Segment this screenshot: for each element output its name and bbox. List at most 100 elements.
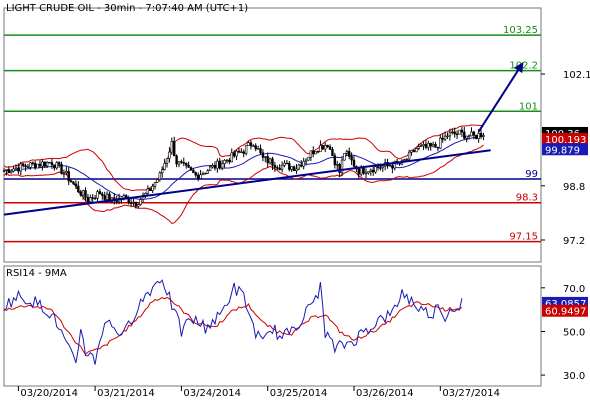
candle-body bbox=[271, 158, 274, 166]
candle-body bbox=[189, 167, 193, 171]
date-tick-label-1: 03/21/2014 bbox=[97, 388, 155, 399]
price-tick-label-2: 97.2 bbox=[563, 236, 585, 247]
candle-body bbox=[146, 188, 150, 194]
candle-body bbox=[134, 201, 138, 207]
candle-body bbox=[48, 161, 51, 164]
candle-body bbox=[187, 164, 190, 168]
candle-body bbox=[158, 172, 162, 180]
candle-body bbox=[419, 145, 423, 147]
candle-body bbox=[115, 200, 118, 203]
candle-body bbox=[453, 131, 456, 135]
price-chart-title: LIGHT CRUDE OIL - 30min - 7:07:40 AM (UT… bbox=[6, 3, 248, 14]
candle-body bbox=[165, 158, 169, 164]
forecast-arrow bbox=[477, 62, 524, 133]
candle-body bbox=[67, 171, 70, 182]
candle-body bbox=[132, 201, 135, 204]
candle-body bbox=[278, 167, 281, 170]
candle-body bbox=[350, 156, 353, 161]
candle-body bbox=[336, 164, 339, 166]
candle-body bbox=[156, 179, 159, 183]
candle-body bbox=[391, 165, 394, 169]
candle-body bbox=[465, 135, 468, 139]
date-axis-ticks: 03/20/2014 03/21/2014 03/24/2014 03/25/2014… bbox=[17, 386, 500, 399]
candle-body bbox=[405, 158, 408, 161]
candle-body bbox=[153, 182, 157, 187]
candle-body bbox=[472, 131, 476, 136]
candle-body bbox=[407, 151, 411, 160]
candle-body bbox=[69, 180, 73, 183]
rsi-chart-title: RSI14 - 9MA bbox=[6, 268, 67, 279]
candle-body bbox=[314, 151, 317, 155]
candle-body bbox=[429, 143, 432, 147]
candle-body bbox=[103, 195, 106, 200]
candle-body bbox=[96, 191, 99, 199]
candle-body bbox=[161, 169, 164, 174]
candle-body bbox=[242, 151, 245, 154]
candle-body bbox=[230, 152, 233, 163]
candle-body bbox=[321, 145, 325, 150]
candle-body bbox=[41, 161, 44, 167]
candle-body bbox=[285, 162, 289, 165]
price-badge-label-1: 100.193 bbox=[545, 135, 586, 146]
date-tick-label-2: 03/24/2014 bbox=[183, 388, 241, 399]
candle-body bbox=[379, 167, 382, 169]
candle-body bbox=[72, 181, 75, 185]
date-tick-label-4: 03/26/2014 bbox=[356, 388, 414, 399]
candle-body bbox=[412, 150, 416, 153]
candle-body bbox=[26, 166, 30, 168]
candle-body bbox=[7, 169, 10, 174]
candle-body bbox=[232, 152, 236, 157]
candle-body bbox=[84, 190, 87, 198]
candle-body bbox=[65, 171, 68, 174]
candle-body bbox=[276, 167, 279, 169]
rsi-badge-label-0: 63.0857 bbox=[545, 299, 586, 310]
candle-body bbox=[184, 162, 188, 166]
candle-body bbox=[357, 168, 361, 175]
candle-body bbox=[324, 145, 327, 150]
candle-body bbox=[403, 159, 406, 161]
candle-body bbox=[316, 151, 320, 153]
candle-body bbox=[170, 141, 174, 153]
level-label-5: 97.15 bbox=[509, 232, 538, 243]
candle-body bbox=[297, 164, 301, 170]
candle-body bbox=[129, 202, 133, 204]
candle-body bbox=[283, 162, 286, 166]
rsi-ma-line bbox=[3, 296, 463, 356]
candle-body bbox=[264, 156, 267, 158]
candle-body bbox=[208, 166, 212, 171]
candle-body bbox=[91, 197, 94, 199]
candle-body bbox=[199, 174, 202, 179]
candle-body bbox=[331, 149, 334, 157]
candle-body bbox=[194, 172, 197, 176]
candle-body bbox=[247, 142, 250, 146]
candle-body bbox=[98, 191, 102, 195]
candle-body bbox=[38, 163, 42, 167]
candle-body bbox=[177, 161, 181, 165]
level-label-3: 99 bbox=[525, 169, 538, 180]
candle-body bbox=[369, 169, 372, 172]
candle-body bbox=[256, 148, 260, 150]
price-tick-label-1: 98.8 bbox=[563, 182, 585, 193]
candle-body bbox=[17, 167, 20, 172]
candle-body bbox=[431, 143, 435, 147]
candle-body bbox=[340, 159, 344, 173]
candle-body bbox=[237, 150, 241, 153]
candle-body bbox=[266, 156, 269, 164]
candle-body bbox=[218, 160, 221, 169]
candle-body bbox=[261, 152, 265, 158]
price-badge-bg-1 bbox=[542, 133, 588, 146]
candle-body bbox=[376, 166, 380, 168]
candle-body bbox=[173, 141, 176, 157]
candle-body bbox=[415, 148, 418, 153]
candle-body bbox=[439, 137, 442, 149]
candle-body bbox=[57, 162, 61, 165]
candle-body bbox=[443, 135, 447, 140]
candle-body bbox=[417, 146, 420, 149]
candle-body bbox=[455, 133, 459, 136]
price-axis-ticks: 102.1 98.8 97.2 bbox=[541, 70, 590, 247]
candle-body bbox=[280, 165, 284, 170]
candle-body bbox=[451, 131, 454, 134]
candle-body bbox=[302, 161, 305, 167]
date-tick-label-3: 03/25/2014 bbox=[270, 388, 328, 399]
